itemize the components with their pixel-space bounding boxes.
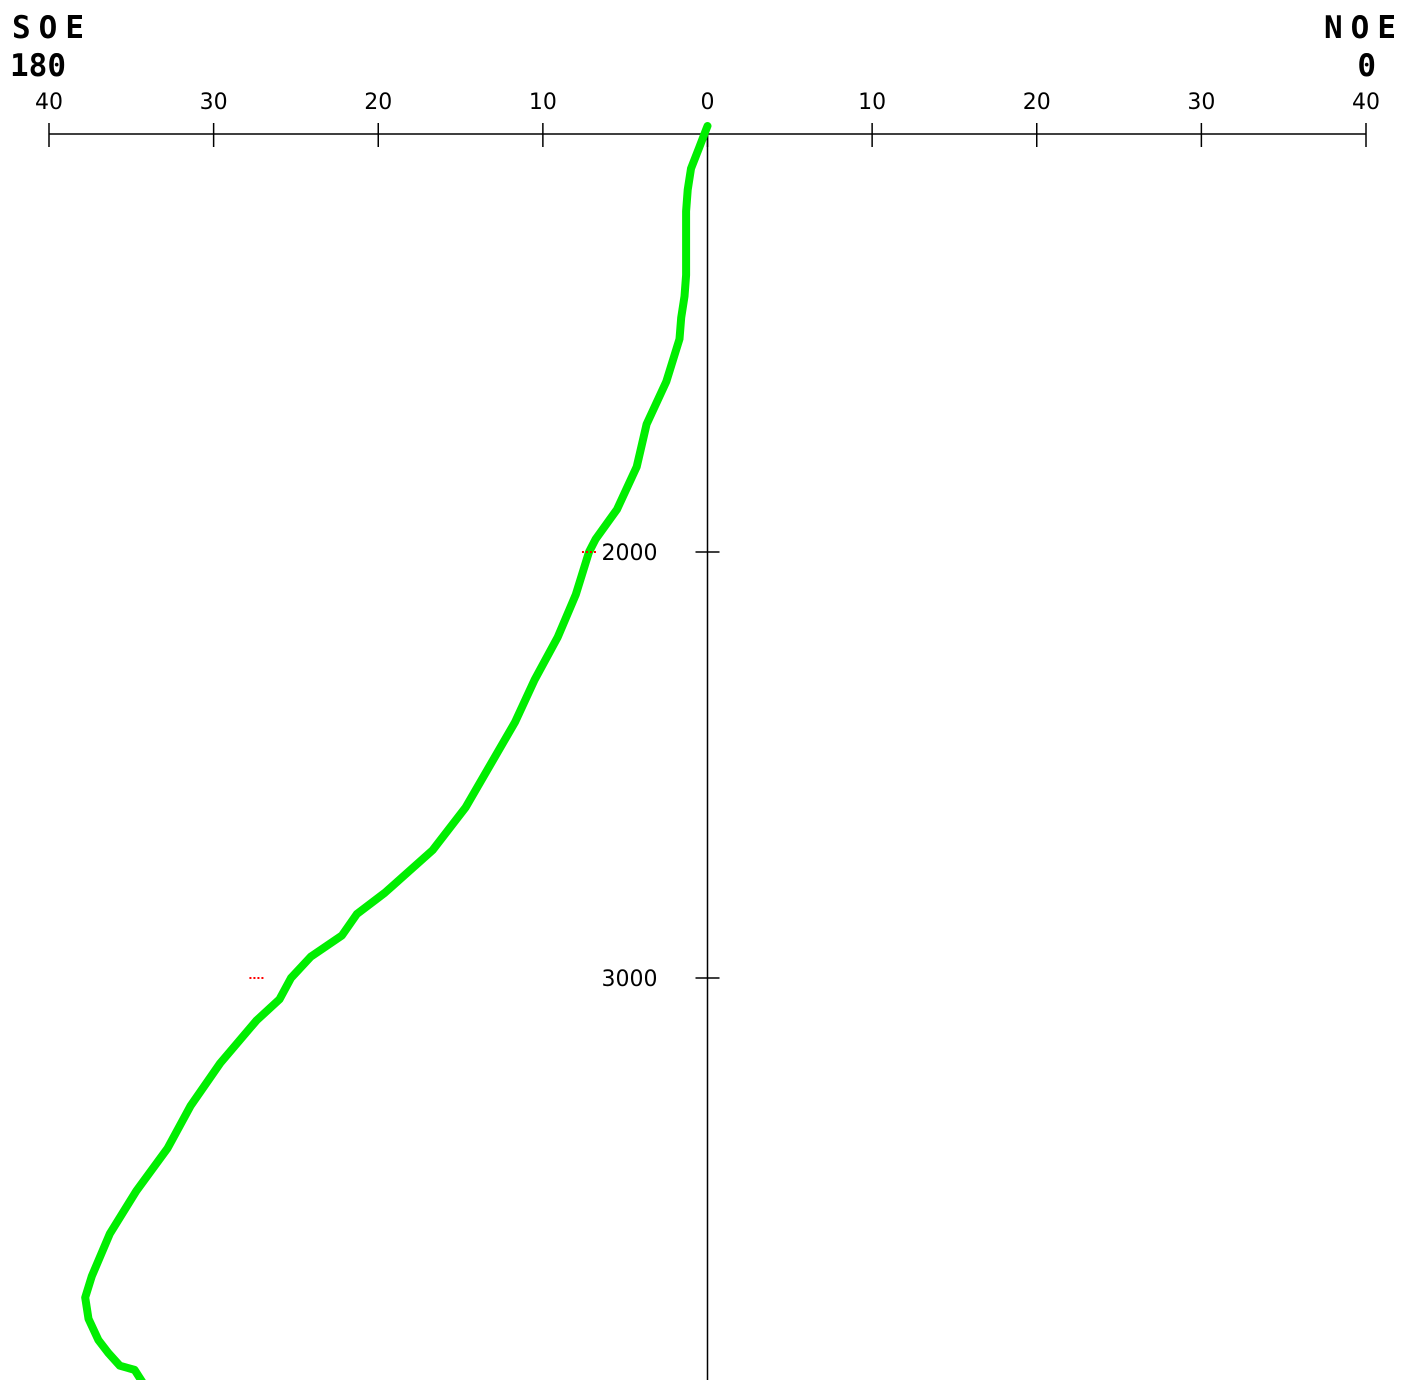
x-tick-label: 40 <box>1352 90 1380 115</box>
y-axis: 2000 3000 <box>602 134 720 1380</box>
trajectory-point <box>97 1339 99 1341</box>
trajectory-point <box>616 508 618 510</box>
trajectory-point <box>575 594 577 596</box>
x-tick-label: 0 <box>701 90 715 115</box>
trajectory-point <box>665 381 667 383</box>
trajectory-point <box>680 317 682 319</box>
x-tick-label: 20 <box>364 90 392 115</box>
trajectory-point <box>636 466 638 468</box>
x-tick-label: 30 <box>1187 90 1215 115</box>
trajectory-point <box>690 168 692 170</box>
x-tick-label: 40 <box>35 90 63 115</box>
x-tick-label: 20 <box>1023 90 1051 115</box>
y-tick-label: 3000 <box>602 967 658 992</box>
trajectory-point <box>534 679 536 681</box>
trajectory-point <box>489 764 491 766</box>
trajectory-point <box>685 274 687 276</box>
trajectory-point <box>167 1147 168 1149</box>
x-axis: 40 30 20 10 0 10 20 30 40 <box>35 90 1380 147</box>
trajectory-point <box>290 977 292 979</box>
x-tick-label: 10 <box>529 90 557 115</box>
trajectory-point <box>279 998 280 1000</box>
trajectory-point <box>707 125 708 127</box>
series-group <box>81 122 712 1380</box>
trajectory-point <box>685 232 687 233</box>
trajectory-point <box>685 210 687 212</box>
x-tick-label: 10 <box>858 90 886 115</box>
trajectory-point <box>84 1297 86 1298</box>
trajectory-point <box>341 934 343 936</box>
trajectory-point <box>684 295 685 297</box>
trajectory-point <box>310 956 312 958</box>
trajectory-point <box>356 913 358 915</box>
right-direction-label: NOE <box>1324 10 1404 46</box>
trajectory-point <box>646 423 648 425</box>
trajectory-point <box>119 1365 121 1367</box>
trajectory-point <box>190 1105 192 1107</box>
trajectory-point <box>685 253 687 255</box>
left-azimuth-label: 180 <box>10 48 66 84</box>
trajectory-point <box>384 892 386 894</box>
left-direction-label: SOE <box>12 10 92 46</box>
trajectory-point <box>595 538 597 540</box>
trajectory-point <box>135 1190 137 1192</box>
x-tick-label: 30 <box>200 90 228 115</box>
trajectory-point <box>698 146 700 148</box>
trajectory-line <box>81 122 712 1380</box>
trajectory-point <box>557 636 559 638</box>
y-tick-label: 2000 <box>602 541 658 566</box>
trajectory-point <box>107 1352 109 1354</box>
trajectory-point <box>88 1318 89 1320</box>
trajectory-point <box>255 1020 257 1022</box>
trajectory-point <box>679 338 680 340</box>
trajectory-point <box>514 721 516 723</box>
trajectory-point <box>109 1233 111 1235</box>
trajectory-point <box>588 551 590 553</box>
trajectory-point <box>91 1275 93 1277</box>
right-azimuth-label: 0 <box>1357 48 1376 84</box>
trajectory-point <box>219 1062 221 1064</box>
trajectory-point <box>687 189 689 191</box>
trajectory-point <box>432 849 434 851</box>
trajectory-point <box>465 807 466 809</box>
trajectory-point <box>134 1369 136 1371</box>
